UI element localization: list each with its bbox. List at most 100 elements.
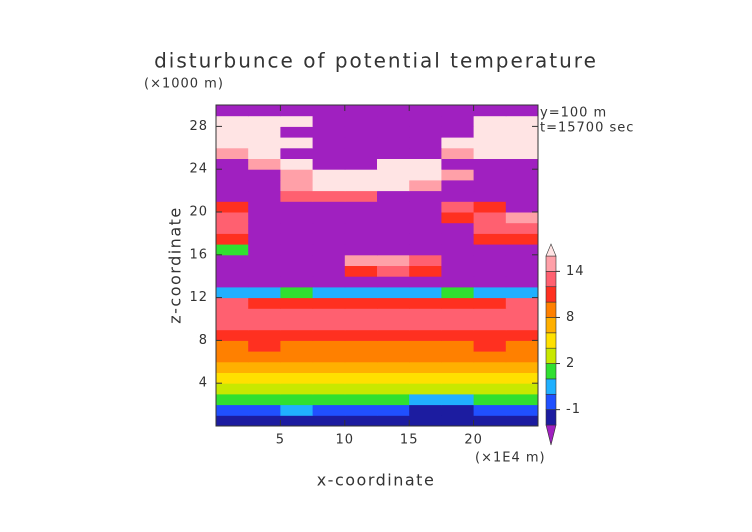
cell — [312, 179, 346, 192]
cell — [248, 340, 281, 352]
cell — [505, 201, 539, 213]
cell — [441, 319, 475, 331]
cell — [377, 233, 410, 245]
cell — [409, 351, 442, 363]
colorbar-label: 2 — [566, 356, 575, 371]
cell — [441, 137, 475, 149]
cell — [377, 158, 410, 170]
cell — [473, 265, 507, 277]
cell — [344, 169, 378, 181]
cell — [505, 105, 539, 117]
colorbar-box — [545, 363, 557, 380]
plot-frame — [215, 104, 539, 427]
cell — [344, 212, 378, 224]
cell — [409, 201, 442, 213]
cell — [280, 340, 314, 352]
cell — [377, 340, 410, 352]
cell — [344, 179, 378, 192]
cell — [248, 137, 281, 149]
cell — [377, 297, 410, 309]
cell — [248, 383, 281, 395]
cell — [377, 329, 410, 341]
cell — [409, 244, 442, 256]
cell — [280, 222, 314, 234]
cell — [248, 190, 281, 202]
cell — [473, 201, 507, 213]
cell — [312, 169, 346, 181]
cell — [216, 190, 249, 202]
cell — [473, 137, 507, 149]
cell — [505, 244, 539, 256]
cell — [441, 383, 475, 395]
cell — [216, 351, 249, 363]
colorbar-box — [545, 347, 557, 364]
cell — [312, 383, 346, 395]
cell — [505, 415, 539, 427]
cell — [441, 147, 475, 159]
cell — [216, 158, 249, 170]
cell — [344, 351, 378, 363]
cell — [280, 297, 314, 309]
cell — [312, 147, 346, 159]
cell — [312, 361, 346, 373]
cell — [377, 286, 410, 299]
cell — [248, 222, 281, 234]
cell — [473, 404, 507, 416]
cell — [473, 319, 507, 331]
cell — [441, 115, 475, 127]
cell — [441, 393, 475, 406]
cell — [473, 222, 507, 234]
cell — [312, 137, 346, 149]
cell — [377, 319, 410, 331]
cell — [473, 126, 507, 138]
cell — [312, 286, 346, 299]
cell — [473, 105, 507, 117]
cell — [441, 351, 475, 363]
cell — [344, 404, 378, 416]
cell — [280, 190, 314, 202]
cell — [344, 254, 378, 266]
colorbar-box — [545, 301, 557, 318]
cell — [409, 212, 442, 224]
y-tick-label: 12 — [189, 290, 208, 305]
cell — [377, 212, 410, 224]
cell — [312, 265, 346, 277]
cell — [216, 404, 249, 416]
cell — [441, 404, 475, 416]
cell — [377, 169, 410, 181]
cell — [312, 190, 346, 202]
cell — [409, 276, 442, 288]
cell — [377, 179, 410, 192]
cell — [409, 415, 442, 427]
x-axis-label: x-coordinate — [317, 471, 436, 490]
cell — [505, 308, 539, 320]
cell — [216, 276, 249, 288]
cell — [377, 351, 410, 363]
cell — [441, 126, 475, 138]
colorbar-label: -1 — [566, 402, 581, 417]
cell — [216, 393, 249, 406]
cell — [473, 286, 507, 299]
cell — [280, 254, 314, 266]
cell — [216, 372, 249, 384]
cell — [280, 351, 314, 363]
cell — [377, 254, 410, 266]
cell — [377, 105, 410, 117]
cell — [344, 329, 378, 341]
cell — [312, 222, 346, 234]
cell — [280, 212, 314, 224]
cell — [248, 254, 281, 266]
cell — [216, 244, 249, 256]
cell — [409, 169, 442, 181]
cell — [280, 286, 314, 299]
cell — [505, 137, 539, 149]
cell — [505, 319, 539, 331]
cell — [344, 297, 378, 309]
cell — [280, 415, 314, 427]
cell — [344, 361, 378, 373]
cell — [441, 254, 475, 266]
cell — [216, 297, 249, 309]
cell — [505, 147, 539, 159]
cell — [344, 244, 378, 256]
